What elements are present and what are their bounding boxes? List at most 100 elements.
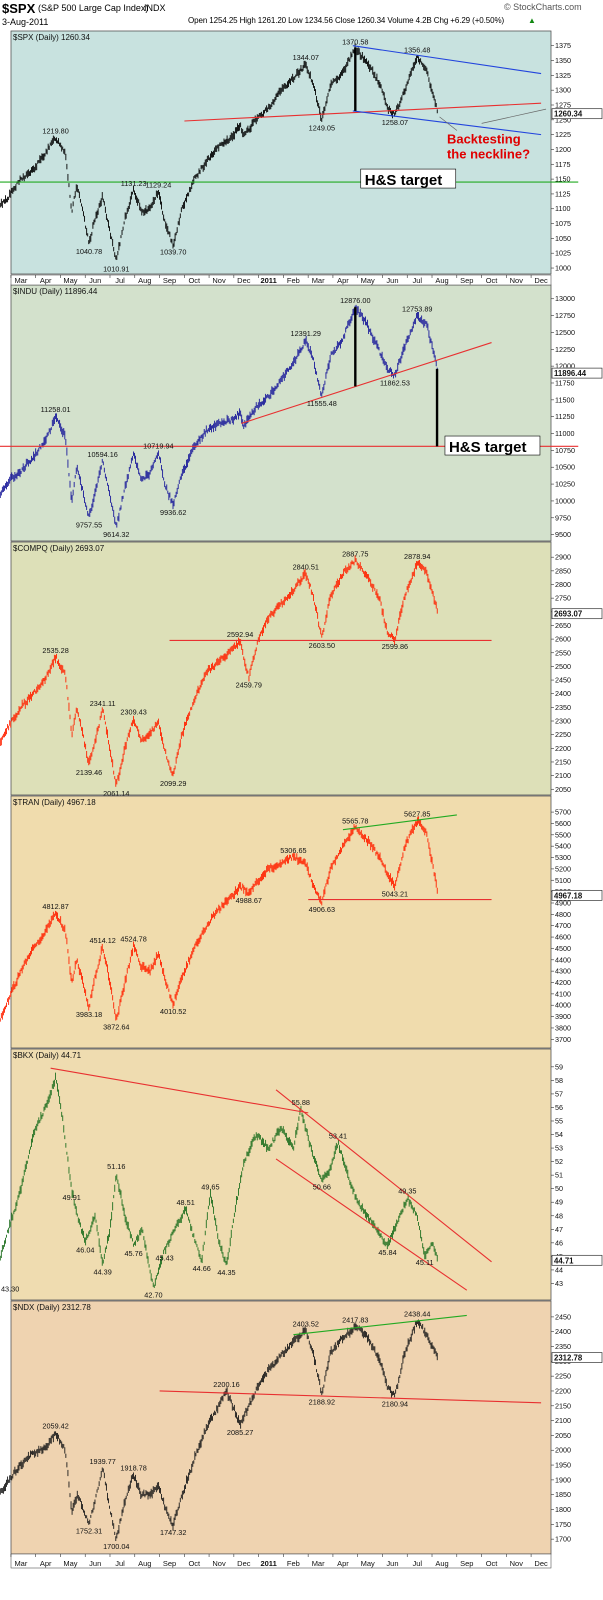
price-annotation: 2200.16	[213, 1380, 239, 1389]
x-tick-label: Oct	[486, 276, 499, 285]
y-tick-label: 3800	[555, 1023, 571, 1032]
y-tick-label: 2400	[555, 1327, 571, 1336]
x-axis-bottom: Mar Apr May Jun Jul Aug Sep Oct Nov Dec 2011 Feb Mar…	[10, 1553, 552, 1569]
y-tick-label: 5600	[555, 819, 571, 828]
y-tick-label: 2200	[555, 1386, 571, 1395]
last-value-box	[551, 1254, 603, 1266]
price-annotation: 1129.24	[145, 180, 171, 189]
y-tick-label: 2350	[555, 1342, 571, 1351]
trendline	[241, 342, 492, 424]
y-tick-label: 11750	[555, 378, 574, 387]
price-annotation: 2341.11	[90, 699, 116, 708]
y-tick-label: 2100	[555, 1416, 571, 1425]
callout-pointer	[481, 108, 547, 124]
price-annotation: 1249.05	[309, 123, 335, 132]
price-annotation: 1370.58	[342, 37, 368, 46]
y-tick-label: 1850	[555, 1490, 571, 1499]
x-tick-label: Jun	[89, 276, 101, 285]
price-annotation: 2592.94	[227, 630, 253, 639]
y-tick-label: 4000	[555, 1001, 571, 1010]
y-tick-label: 4100	[555, 989, 571, 998]
up-arrow-icon: ▲	[528, 16, 536, 25]
x-tick-label: May	[361, 276, 375, 285]
y-tick-label: 1700	[555, 1535, 571, 1544]
y-tick-label: 12750	[555, 311, 575, 320]
x-tick-label: Nov	[510, 276, 524, 285]
price-annotation: 51.16	[107, 1162, 125, 1171]
y-tick-label: 2100	[555, 771, 571, 780]
price-annotation: 44.66	[193, 1264, 211, 1273]
x-tick-label: Dec	[534, 276, 548, 285]
price-annotation: 1258.07	[382, 118, 408, 127]
price-annotation: 2188.92	[309, 1397, 335, 1406]
x-axis-strip	[10, 274, 552, 286]
price-annotation: 45.76	[124, 1249, 142, 1258]
price-annotation: 4988.67	[236, 896, 262, 905]
y-tick-label: 5200	[555, 864, 571, 873]
panel-title: $SPX (Daily) 1260.34	[13, 33, 90, 42]
x-tick-label: Sep	[163, 1559, 176, 1568]
x-tick-label: Oct	[486, 1559, 499, 1568]
x-tick-label: Dec	[237, 276, 251, 285]
panel-indu: 9500 9750 10000 10250 10500 10750 11000 11250 11…	[0, 284, 603, 542]
y-tick-label: 2500	[555, 662, 571, 671]
y-tick-label: 56	[555, 1103, 563, 1112]
last-value-label: 11896.44	[554, 369, 587, 378]
price-annotation: 53.41	[329, 1132, 347, 1141]
y-tick-label: 2200	[555, 744, 571, 753]
panel-background	[10, 284, 552, 542]
price-annotation: 11258.01	[41, 405, 71, 414]
y-tick-label: 46	[555, 1238, 563, 1247]
last-value-box	[551, 367, 603, 379]
y-tick-label: 10500	[555, 463, 575, 472]
y-tick-label: 4900	[555, 898, 571, 907]
price-annotation: 45.84	[378, 1248, 396, 1257]
y-tick-label: 58	[555, 1076, 563, 1085]
y-tick-label: 1200	[555, 145, 571, 154]
x-tick-label: Jul	[412, 1559, 422, 1568]
panel-background	[10, 795, 552, 1049]
price-annotation: 2438.44	[404, 1309, 430, 1318]
price-annotation: 1039.70	[160, 247, 186, 256]
price-annotation: 50.66	[313, 1183, 331, 1192]
y-tick-label: 1000	[555, 264, 571, 273]
x-tick-label: Nov	[212, 276, 226, 285]
price-annotation: 5627.85	[404, 809, 430, 818]
x-tick-label: Jun	[386, 276, 398, 285]
price-annotation: 1131.23	[121, 179, 147, 188]
y-tick-label: 5300	[555, 853, 571, 862]
y-tick-label: 1350	[555, 56, 571, 65]
y-tick-label: 1750	[555, 1520, 571, 1529]
y-tick-label: 2350	[555, 703, 571, 712]
y-tick-label: 12500	[555, 328, 575, 337]
x-tick-label: Mar	[312, 1559, 325, 1568]
trendline	[275, 1158, 468, 1291]
y-tick-label: 1225	[555, 130, 571, 139]
y-tick-label: 5400	[555, 842, 571, 851]
price-annotation: 2099.29	[160, 779, 186, 788]
callout-label: the neckline?	[447, 147, 530, 162]
price-annotation: 1939.77	[89, 1457, 115, 1466]
y-tick-label: 2600	[555, 635, 571, 644]
last-value-box	[551, 1352, 603, 1363]
price-annotation: 1344.07	[293, 53, 319, 62]
y-tick-label: 1175	[555, 160, 570, 169]
x-tick-label: Apr	[40, 1559, 52, 1568]
y-tick-label: 12000	[555, 362, 575, 371]
y-tick-label: 3700	[555, 1035, 571, 1044]
price-annotation: 5043.21	[382, 890, 408, 899]
price-annotation: 5306.65	[280, 846, 306, 855]
price-annotation: 2459.79	[236, 680, 262, 689]
y-tick-label: 2900	[555, 553, 571, 562]
price-annotation: 46.04	[76, 1245, 94, 1254]
callout-label: H&S target	[365, 172, 443, 189]
y-tick-label: 2150	[555, 757, 571, 766]
panel-compq: 2050 2100 2150 2200 2250 2300 2350 2400 2450 2500…	[0, 541, 603, 798]
last-value-label: 2312.78	[554, 1354, 583, 1363]
panel-bkx: 434445464748495051525354555657585943.304…	[0, 1048, 603, 1301]
price-annotation: 49.91	[63, 1193, 81, 1202]
price-annotation: 2180.94	[382, 1400, 408, 1409]
price-annotation: 1752.31	[76, 1527, 102, 1536]
x-tick-label: Nov	[510, 1559, 524, 1568]
x-tick-label: Apr	[40, 276, 52, 285]
